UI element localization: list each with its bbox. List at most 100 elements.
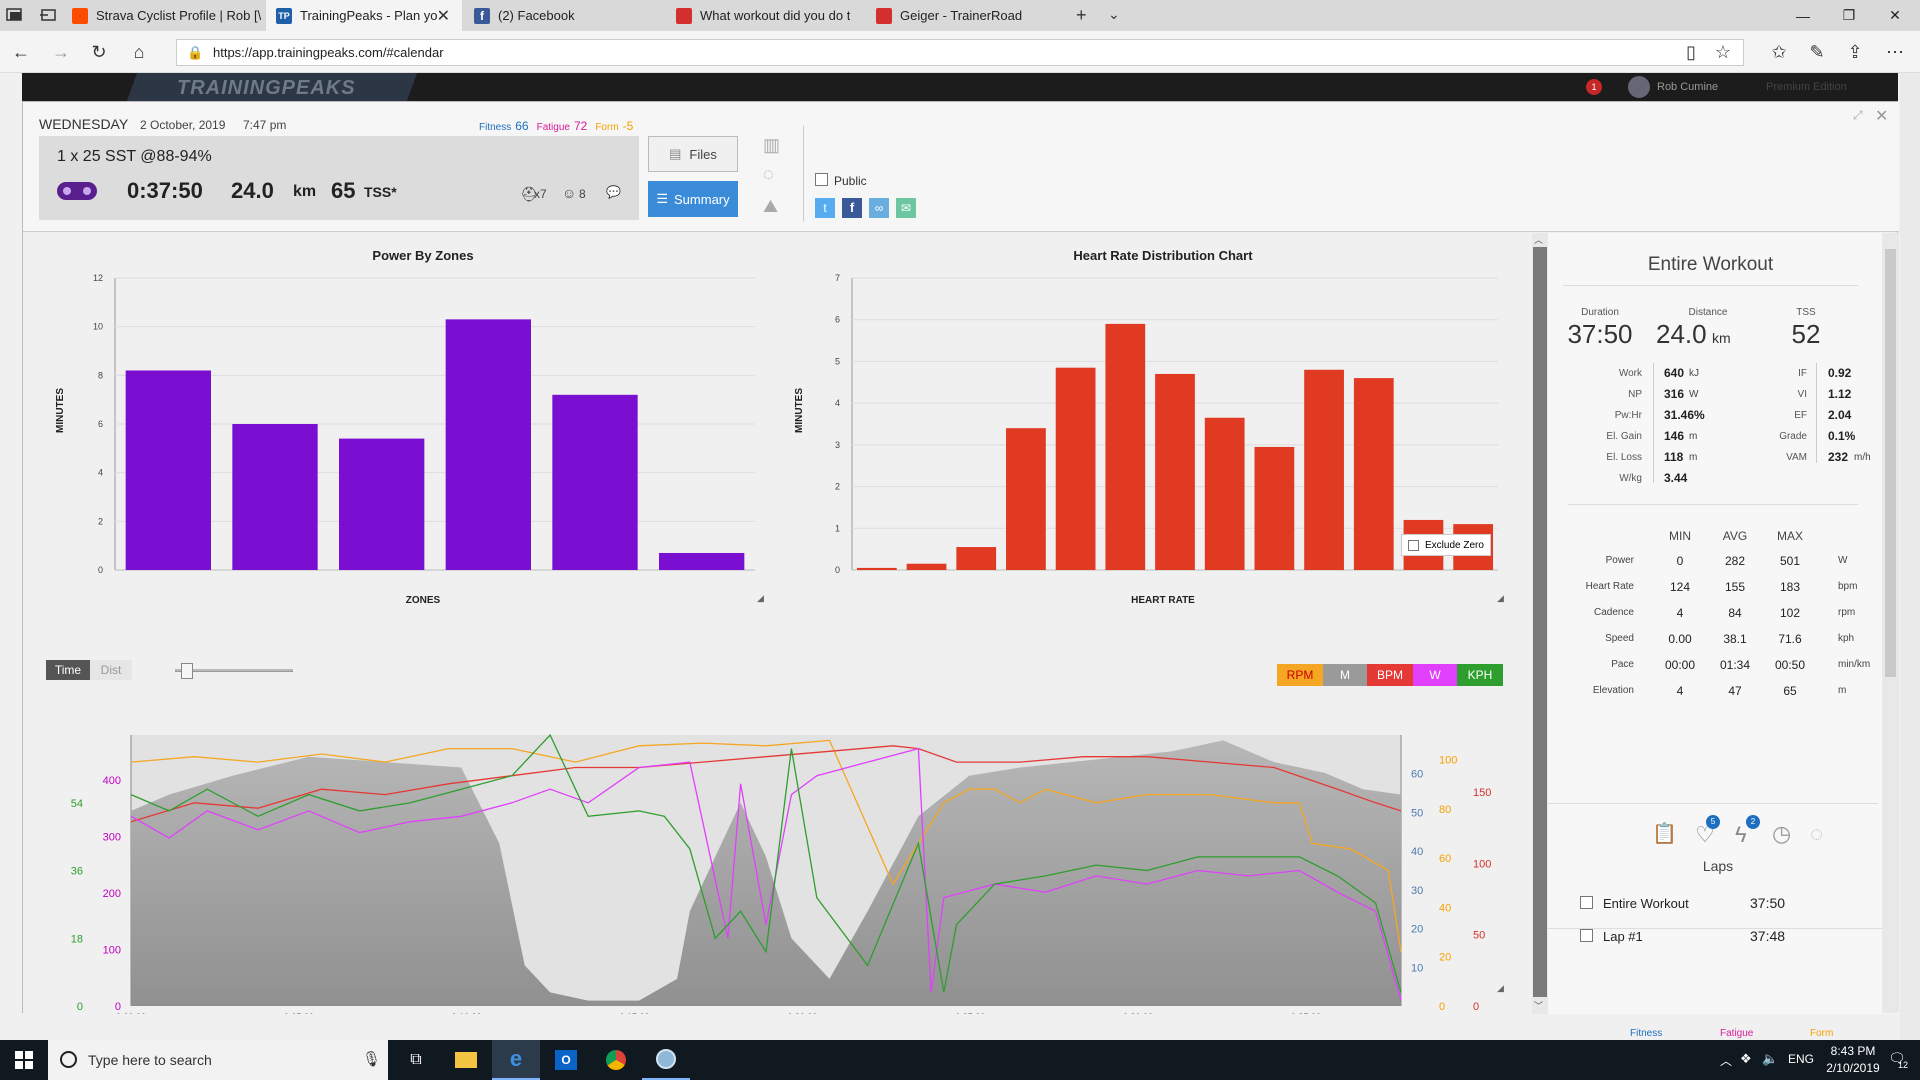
clock-date[interactable]: 2/10/2019 [1826,1061,1880,1075]
x-tick-label: 0:05:00 [284,1012,314,1014]
divider [1653,363,1654,483]
pen-icon[interactable]: ✎ [1809,41,1825,62]
exclude-zero-toggle[interactable]: Exclude Zero [1401,534,1491,556]
clock-icon[interactable]: ◷ [1772,821,1792,846]
public-checkbox[interactable] [815,173,828,186]
taskbar-search[interactable]: Type here to search 🎙 [48,1040,388,1080]
favorites-list-icon[interactable]: ✩ [1771,41,1787,62]
tab-strava[interactable]: Strava Cyclist Profile | Rob [\ [62,0,264,31]
lap-checkbox[interactable] [1580,896,1593,909]
resize-handle-icon[interactable]: ◢ [1497,593,1504,603]
power-axis-label: 300 [103,832,121,844]
panel-scrollbar-thumb[interactable] [1885,249,1896,677]
close-modal-icon[interactable]: ✕ [1875,108,1889,125]
bolt-icon[interactable]: ϟ [1735,822,1747,847]
workout-timeline-chart[interactable]: 0:00:00 0:05:00 0:10:00 0:15:00 0:20:00 0:25:… [23,673,1532,1014]
resize-handle-icon[interactable]: ◢ [757,593,764,603]
panel-scrollbar[interactable] [1882,233,1899,1013]
files-button[interactable]: ▤ Files [648,136,738,172]
bpm-toggle[interactable]: BPM [1367,664,1413,686]
dropbox-icon[interactable]: ❖ [1740,1051,1752,1066]
windows-start-icon[interactable] [0,1040,48,1080]
action-center-icon[interactable]: 🗨 [1888,1050,1906,1066]
back-icon[interactable]: ← [12,41,30,62]
outlook-icon[interactable]: O [542,1040,590,1080]
lap-row[interactable] [1548,887,1878,919]
forward-icon[interactable]: → [52,41,70,62]
language-indicator[interactable]: ENG [1788,1052,1815,1066]
summary-button[interactable]: ☰ Summary [648,181,738,217]
close-window-icon[interactable]: ✕ [1889,7,1901,23]
lap-row[interactable] [1548,920,1878,952]
zoom-slider-track[interactable] [175,669,293,672]
workout-time[interactable]: 7:47 pm [243,118,287,132]
watts-toggle[interactable]: W [1413,664,1457,686]
notes-icon[interactable]: 📋 [1652,823,1677,845]
tab-trainingpeaks[interactable]: TP TrainingPeaks - Plan you ✕ [266,0,462,31]
chevron-down-icon[interactable]: ⌄ [1108,6,1120,22]
elevation-toggle[interactable]: M [1323,664,1367,686]
notification-badge[interactable]: 1 [1586,79,1602,95]
circle-icon[interactable]: ◌ [1810,821,1824,846]
tab-trainerroad-geiger[interactable]: Geiger - TrainerRoad [866,0,1062,31]
app-icon[interactable] [642,1040,690,1080]
trainingpeaks-logo[interactable]: TRAININGPEAKS [177,77,356,99]
url-field[interactable]: 🔒 https://app.trainingpeaks.com/#calenda… [176,39,1744,66]
analysis-icon[interactable]: ⛰ [763,196,779,216]
scroll-up-icon[interactable]: ︿ [1534,235,1544,245]
lap-checkbox[interactable] [1580,929,1593,942]
facebook-share-icon[interactable]: f [842,198,862,218]
content-scrollbar[interactable]: ︿ ﹀ [1532,233,1548,1014]
search-circle-icon [60,1051,77,1068]
tab-facebook[interactable]: f (2) Facebook [464,0,664,31]
page-scrollbar[interactable] [1900,73,1920,1040]
exclude-zero-label: Exclude Zero [1425,539,1484,551]
zoom-slider-handle[interactable] [181,663,193,679]
bar-chart-icon[interactable]: ▥ [763,135,781,155]
comment-icon[interactable]: ◌ [763,164,774,184]
workout-date[interactable]: 2 October, 2019 [140,118,226,132]
clock-time[interactable]: 8:43 PM [1830,1044,1876,1058]
close-tab-icon[interactable]: ✕ [436,7,450,25]
scroll-down-icon[interactable]: ﹀ [1534,1001,1544,1011]
chrome-icon[interactable] [592,1040,640,1080]
reading-view-icon[interactable]: ▯ [1686,41,1696,62]
file-explorer-icon[interactable] [442,1040,490,1080]
email-icon[interactable]: ✉ [896,198,916,218]
workout-title[interactable]: 1 x 25 SST @88-94% [57,148,212,165]
resize-handle-icon[interactable]: ◢ [1497,983,1504,993]
chevron-up-icon[interactable]: ︿ [1720,1054,1733,1068]
microphone-icon[interactable]: 🎙 [362,1051,382,1068]
share-icon[interactable]: ⇪ [1847,41,1863,62]
scrollbar-thumb[interactable] [1533,247,1547,997]
edge-icon[interactable]: e [492,1040,540,1080]
refresh-icon[interactable]: ↻ [91,41,107,62]
restore-icon[interactable]: ❐ [1842,7,1856,23]
link-icon[interactable]: ∞ [869,198,889,218]
avatar[interactable] [1628,76,1650,98]
tab-actions-icon[interactable] [6,7,24,23]
time-toggle[interactable]: Time [46,660,90,680]
cadence-axis-label: 60 [1439,853,1451,865]
tab-trainerroad-forum[interactable]: What workout did you do t [666,0,864,31]
exclude-zero-checkbox[interactable] [1408,539,1419,551]
home-icon[interactable]: ⌂ [133,41,145,62]
avg-header: AVG [1722,529,1748,543]
favorite-star-icon[interactable]: ☆ [1714,41,1732,62]
minimize-icon[interactable]: — [1796,7,1810,24]
set-aside-tabs-icon[interactable] [40,7,58,23]
new-tab-icon[interactable]: + [1076,5,1087,25]
twitter-icon[interactable]: t [815,198,835,218]
more-icon[interactable]: ⋯ [1886,41,1904,62]
user-name[interactable]: Rob Cumine [1657,81,1719,93]
task-view-icon[interactable]: ⧉ [410,1051,422,1068]
expand-icon[interactable]: ⤢ [1853,108,1863,122]
rpm-toggle[interactable]: RPM [1277,664,1323,686]
equipment-count: x7 [534,187,547,201]
chat-icon[interactable]: 💬 [606,185,621,199]
stat-label: VI [1797,389,1807,400]
volume-icon[interactable]: 🔈 [1762,1051,1779,1066]
kph-toggle[interactable]: KPH [1457,664,1503,686]
dist-toggle[interactable]: Dist [90,660,132,680]
form-label: Form [595,122,619,133]
